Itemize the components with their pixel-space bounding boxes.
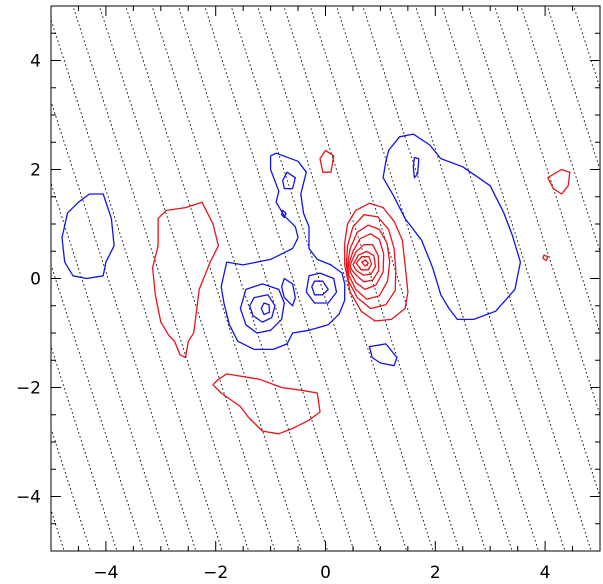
x-tick-label: −2 <box>203 563 228 583</box>
negative-contour <box>61 193 115 280</box>
dotted-background-line <box>51 99 197 551</box>
x-tick-label: −4 <box>93 563 118 583</box>
negative-contour <box>260 302 271 316</box>
dotted-background-line <box>51 18 223 551</box>
dotted-background-line <box>362 6 539 551</box>
dotted-background-line <box>388 6 566 551</box>
positive-contour <box>345 214 397 310</box>
dotted-background-line <box>467 6 600 417</box>
negative-contour <box>368 343 398 367</box>
positive-contour <box>319 149 335 173</box>
dotted-background-line <box>51 181 171 551</box>
dotted-background-line <box>494 6 600 335</box>
dotted-background-line <box>51 345 118 551</box>
positive-contour <box>355 256 373 271</box>
dotted-background-line <box>0 0 3 584</box>
dotted-background-line <box>125 6 302 551</box>
positive-contour <box>151 201 220 359</box>
y-tick-label: 4 <box>30 52 41 72</box>
dotted-background-line <box>51 263 144 551</box>
negative-contour <box>282 171 296 190</box>
dotted-background-line <box>72 6 250 551</box>
dotted-background-line <box>546 6 600 171</box>
negative-contour <box>280 209 287 219</box>
positive-contour <box>349 244 380 283</box>
x-tick-label: 4 <box>540 563 551 583</box>
positive-contour <box>352 250 377 276</box>
dotted-background-line <box>283 6 460 551</box>
dotted-background-line <box>230 6 408 551</box>
negative-contour <box>412 156 420 179</box>
dotted-background-line <box>309 6 487 551</box>
positive-contour <box>346 224 391 300</box>
positive-contour <box>212 373 321 435</box>
dotted-background-line <box>441 6 600 498</box>
negative-contour <box>382 133 522 321</box>
dotted-background-line <box>415 6 592 551</box>
dotted-background-line <box>98 6 276 551</box>
x-tick-label: 2 <box>430 563 441 583</box>
y-tick-label: 2 <box>30 161 41 181</box>
tick-labels: −4 −2 0 2 4 −4 −2 0 2 4 <box>16 52 551 584</box>
negative-contour <box>220 152 346 351</box>
dotted-background-line <box>51 426 92 551</box>
negative-contour <box>239 283 285 334</box>
dotted-background-line <box>177 6 355 551</box>
positive-contour <box>347 233 385 291</box>
positive-contour <box>547 168 571 195</box>
negative-contour <box>311 280 329 296</box>
positive-contour <box>344 202 409 322</box>
dotted-background-line <box>520 6 600 253</box>
dotted-background-line <box>204 6 381 551</box>
y-tick-label: 0 <box>30 270 41 290</box>
y-tick-label: −4 <box>16 488 41 508</box>
positive-contour <box>361 259 369 267</box>
dotted-background-line <box>336 6 513 551</box>
negative-contour <box>305 272 338 304</box>
negative-contour <box>249 294 276 323</box>
x-tick-label: 0 <box>320 563 331 583</box>
axes <box>50 5 601 552</box>
negative-contour <box>280 277 296 307</box>
contour-lines <box>61 133 571 435</box>
dotted-background-line <box>151 6 329 551</box>
dotted-background-line <box>256 6 434 551</box>
positive-contour <box>542 254 549 262</box>
y-tick-label: −2 <box>16 379 41 399</box>
